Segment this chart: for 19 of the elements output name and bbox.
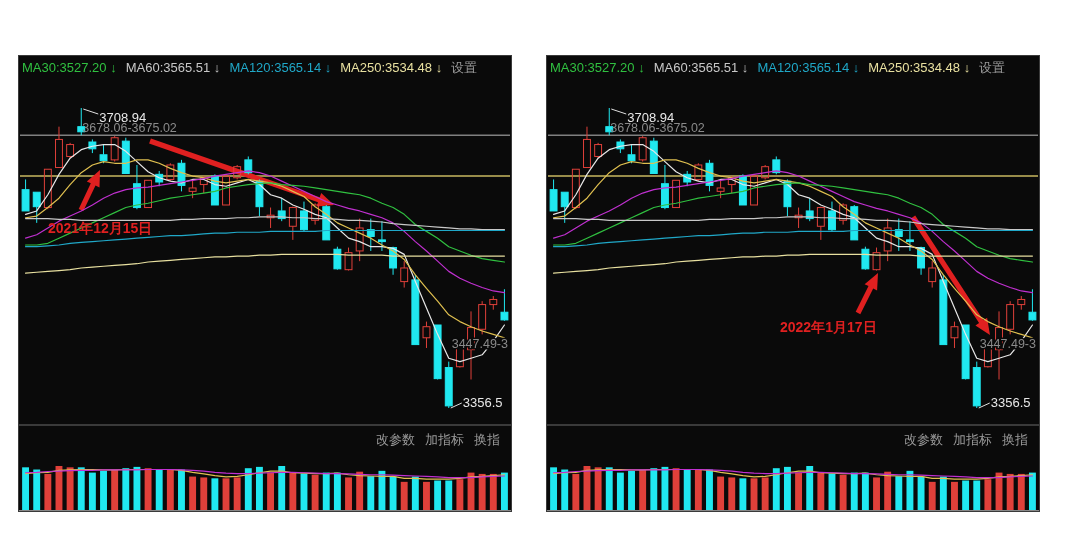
text: 换指 [1002,432,1028,447]
text: 加指标 [425,432,464,447]
text: MA120:3565.14 ↓ [229,60,332,75]
text: MA250:3534.48 ↓ [868,60,971,75]
text: 加指标 [953,432,992,447]
text: MA30:3527.20 ↓ [550,60,645,75]
text: MA30:3527.20 ↓ [22,60,117,75]
text: MA120:3565.14 ↓ [757,60,860,75]
annotation: 3356.5 [990,395,1031,410]
annotation: 2022年1月17日 [780,319,877,335]
text: 改参数 [376,432,415,447]
text: 改参数 [904,432,943,447]
text: 换指 [474,432,500,447]
text: MA60:3565.51 ↓ [653,60,749,75]
text: 设置 [451,60,478,75]
annotation: 3356.5 [462,395,503,410]
text: MA60:3565.51 ↓ [125,60,221,75]
text: 设置 [979,60,1006,75]
text: MA250:3534.48 ↓ [340,60,443,75]
